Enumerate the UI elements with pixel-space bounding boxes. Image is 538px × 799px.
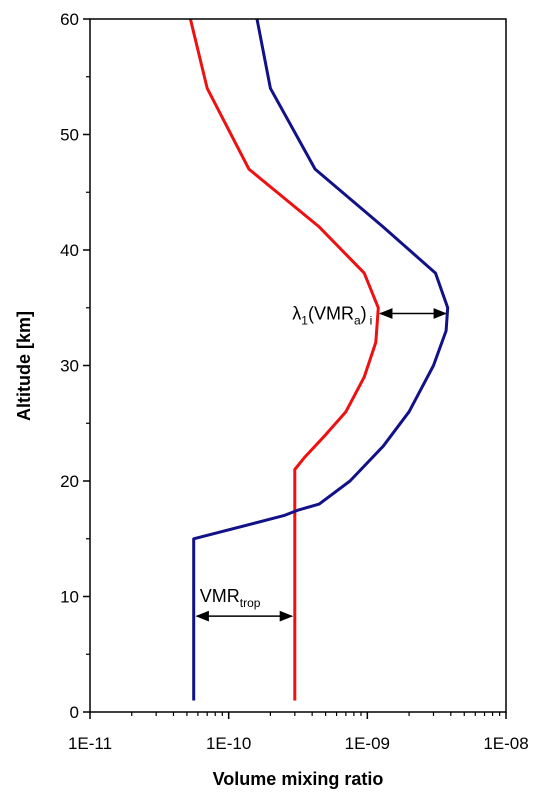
vmr-trop-label: VMRtrop [200,586,261,610]
y-tick-label: 20 [60,472,79,491]
lambda-label: λ1(VMRa) i [292,304,372,328]
y-tick-label: 10 [60,588,79,607]
series-layer [188,18,450,701]
x-tick-label: 1E-09 [345,734,390,753]
y-axis-title: Altitude [km] [14,311,34,421]
axis-ticks: 0 10 20 30 40 50 60 1E-11 1E-10 1E-09 1E-08 [60,10,529,753]
series-line-1 [188,18,380,701]
x-tick-label: 1E-08 [483,734,528,753]
series-line-2 [192,18,450,701]
x-axis-title: Volume mixing ratio [213,769,384,789]
y-tick-label: 50 [60,126,79,145]
x-tick-label: 1E-10 [206,734,251,753]
annotations: λ1(VMRa) i VMRtrop [195,304,448,622]
plot-frame [89,18,507,713]
y-tick-label: 40 [60,241,79,260]
x-tick-label: 1E-11 [68,734,112,753]
y-tick-label: 0 [70,703,79,722]
y-tick-label: 60 [60,10,79,29]
y-tick-label: 30 [60,357,79,376]
